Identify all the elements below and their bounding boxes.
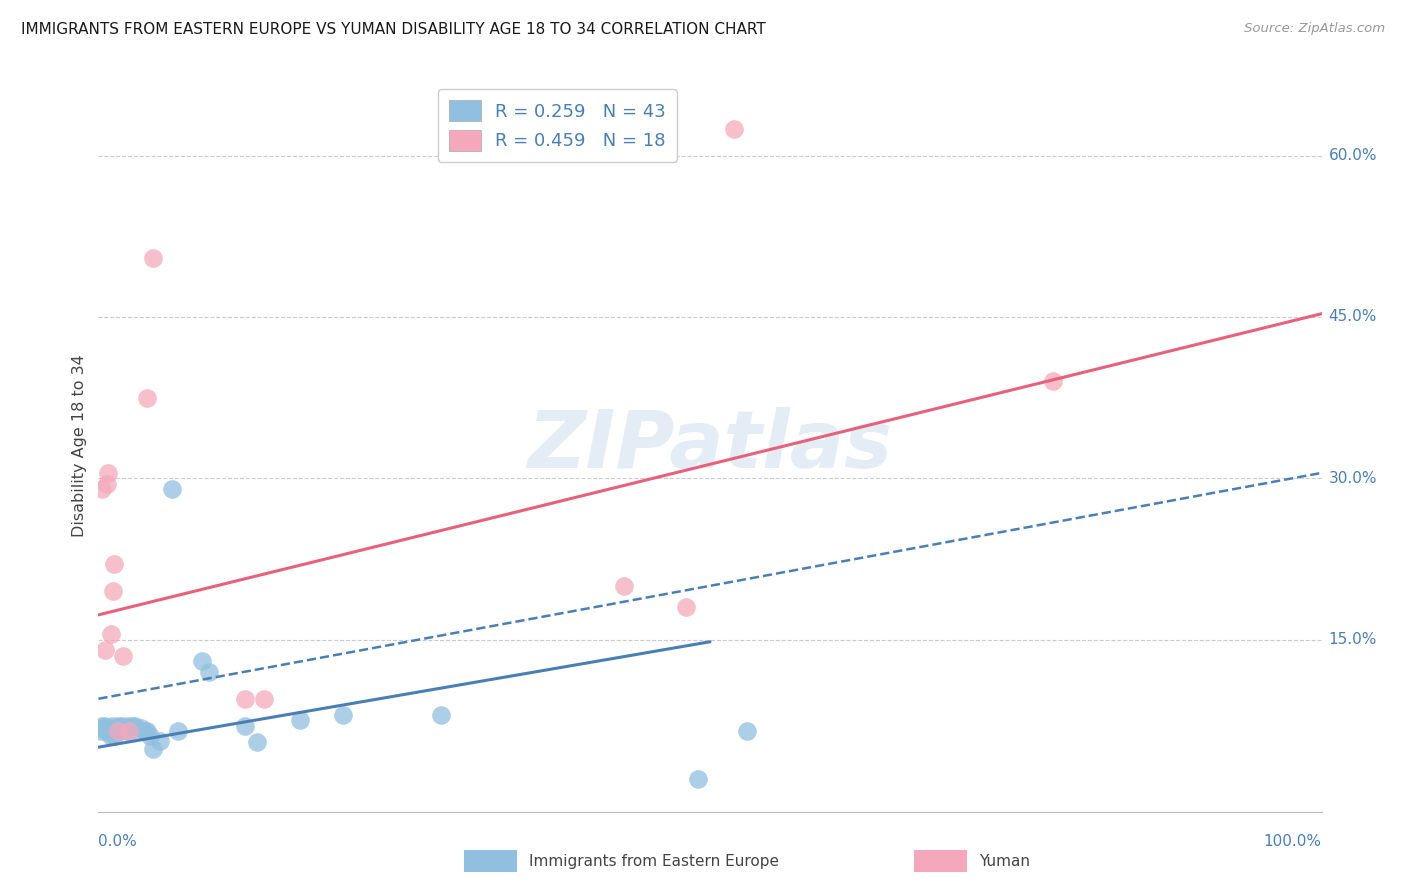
Point (129, 721, 152, 735)
Point (114, 721, 136, 735)
Point (1042, 375, 1064, 389)
Point (117, 719, 139, 733)
Point (430, 707, 453, 722)
Point (107, 724, 129, 739)
Point (97, 724, 120, 739)
Point (104, 721, 127, 735)
Point (613, 579, 636, 593)
Point (115, 724, 138, 739)
Point (110, 724, 132, 739)
Point (96, 721, 118, 735)
Point (107, 719, 129, 733)
Y-axis label: Disability Age 18 to 34: Disability Age 18 to 34 (72, 355, 87, 537)
Point (246, 735, 269, 749)
Text: 100.0%: 100.0% (1264, 834, 1322, 848)
Point (120, 721, 142, 735)
Point (233, 719, 256, 733)
Point (149, 733, 172, 747)
Point (675, 600, 697, 615)
Point (93, 643, 115, 657)
Legend: R = 0.259   N = 43, R = 0.459   N = 18: R = 0.259 N = 43, R = 0.459 N = 18 (437, 89, 678, 161)
Text: 60.0%: 60.0% (1329, 148, 1376, 163)
Point (91, 719, 114, 733)
Point (111, 719, 134, 733)
Point (252, 691, 274, 706)
Point (98, 721, 121, 735)
Text: 30.0%: 30.0% (1329, 471, 1376, 486)
Point (136, 724, 159, 739)
Point (111, 721, 134, 735)
Point (100, 730, 122, 744)
Point (124, 719, 146, 733)
Point (101, 719, 124, 733)
Point (108, 721, 131, 735)
Point (127, 724, 149, 739)
Point (91, 721, 114, 735)
Point (197, 665, 219, 679)
Point (96, 476, 118, 491)
Text: 45.0%: 45.0% (1329, 310, 1376, 325)
Point (290, 714, 312, 728)
Point (136, 391, 159, 405)
Point (118, 724, 141, 739)
Point (93, 719, 115, 733)
Point (160, 482, 183, 496)
Point (101, 584, 124, 599)
Point (332, 707, 354, 722)
Text: IMMIGRANTS FROM EASTERN EUROPE VS YUMAN DISABILITY AGE 18 TO 34 CORRELATION CHAR: IMMIGRANTS FROM EASTERN EUROPE VS YUMAN … (21, 22, 766, 37)
Point (105, 724, 128, 739)
Point (101, 724, 124, 739)
Point (142, 251, 165, 265)
Point (134, 724, 156, 739)
Point (191, 654, 214, 668)
Point (111, 648, 134, 663)
Point (103, 730, 125, 744)
Text: 15.0%: 15.0% (1329, 632, 1376, 647)
Text: Immigrants from Eastern Europe: Immigrants from Eastern Europe (529, 855, 779, 869)
Point (735, 724, 758, 739)
Point (91, 482, 114, 496)
Point (167, 724, 190, 739)
Point (103, 558, 125, 572)
Point (94, 724, 117, 739)
Point (233, 691, 256, 706)
Point (686, 772, 709, 787)
Point (121, 719, 143, 733)
Point (90, 724, 112, 739)
Text: Yuman: Yuman (979, 855, 1029, 869)
Point (142, 742, 165, 756)
Point (139, 730, 162, 744)
Text: 0.0%: 0.0% (98, 834, 138, 848)
Text: ZIPatlas: ZIPatlas (527, 407, 893, 485)
Point (100, 627, 122, 641)
Point (723, 121, 745, 136)
Point (97, 466, 120, 480)
Text: Source: ZipAtlas.com: Source: ZipAtlas.com (1244, 22, 1385, 36)
